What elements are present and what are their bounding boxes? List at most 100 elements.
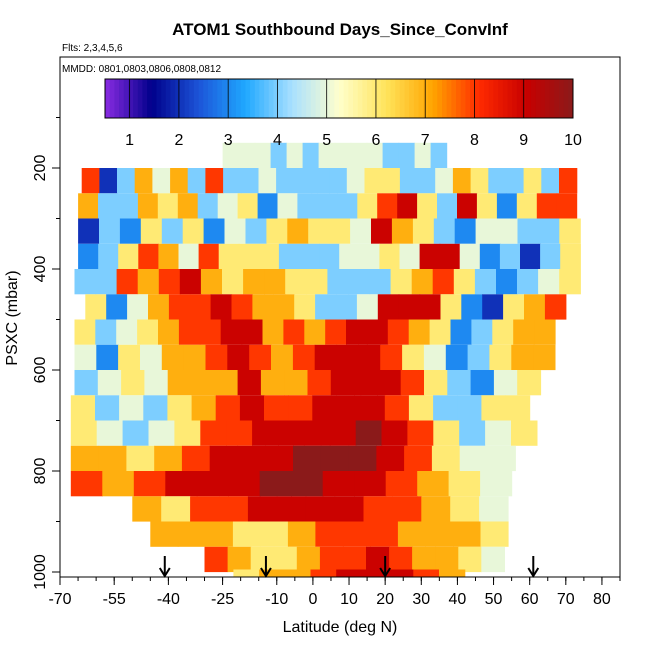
heat-cell [412, 546, 436, 573]
heat-cell [417, 193, 438, 219]
heat-cell [387, 569, 414, 577]
colorbar-segment [208, 79, 214, 118]
heat-cell [389, 546, 413, 573]
heat-cell [305, 496, 336, 522]
heat-cell [475, 218, 498, 244]
heat-cell [170, 168, 189, 194]
heat-cell [218, 243, 240, 270]
colorbar-segment [343, 79, 349, 118]
heat-cell [152, 168, 171, 194]
y-axis-title: PSXC (mbar) [4, 270, 21, 365]
heat-cell [398, 294, 421, 320]
heat-cell [453, 269, 476, 295]
colorbar-segment [371, 79, 377, 118]
colorbar: 1 2 3 4 5 6 7 8 9 10 [104, 78, 582, 149]
heat-cell [350, 218, 372, 244]
heat-cell [276, 168, 295, 194]
heat-cell [238, 142, 256, 169]
heat-cell [220, 319, 243, 345]
heat-cell [354, 370, 378, 396]
heat-cell [302, 142, 320, 169]
heat-cell [538, 218, 560, 244]
heat-cell [196, 471, 229, 497]
heat-cell [327, 269, 350, 295]
heat-cell [380, 344, 403, 371]
heat-cell [116, 269, 139, 295]
colorbar-segment [563, 79, 569, 118]
x-axis-title: Latitude (deg N) [283, 619, 398, 636]
heat-cell [407, 420, 434, 446]
heat-cell [511, 344, 534, 371]
heat-cell [266, 218, 288, 244]
colorbar-segment [512, 79, 518, 118]
colorbar-segment [147, 79, 153, 118]
colorbar-segment [540, 79, 546, 118]
heat-cell [95, 395, 120, 421]
colorbar-segment [329, 79, 335, 118]
heat-cell [476, 193, 498, 219]
colorbar-segment [170, 79, 176, 118]
heat-cell [161, 218, 184, 244]
heat-cell [74, 344, 97, 371]
colorbar-segment [404, 79, 410, 118]
heat-cell [118, 344, 141, 371]
heat-cell [533, 344, 556, 371]
heat-cell [534, 319, 556, 345]
heat-cell [376, 445, 405, 472]
heat-cell [470, 370, 495, 396]
heat-cell [122, 420, 150, 446]
flights-label: Flts: 2,3,4,5,6 [62, 43, 123, 54]
heat-cell [177, 521, 206, 547]
heat-cell [168, 294, 191, 320]
colorbar-tick-label: 8 [470, 132, 479, 149]
heat-cell [210, 294, 233, 320]
heat-cell [319, 243, 340, 270]
heat-cell [560, 243, 581, 270]
heat-cell [541, 168, 560, 194]
heat-cell [445, 344, 469, 371]
heat-cell [222, 142, 240, 169]
heat-cell [200, 420, 227, 446]
heat-cell [360, 395, 386, 421]
heat-cell [150, 521, 179, 547]
heat-cell [237, 445, 266, 472]
heat-cell [399, 243, 421, 270]
heat-cell [524, 294, 546, 320]
heat-cell [414, 142, 432, 169]
x-tick-label: 70 [557, 591, 575, 608]
heat-cell [424, 370, 448, 396]
latitude-marker-arrowhead [527, 567, 540, 578]
heat-cell [161, 344, 185, 371]
heat-cell [397, 193, 418, 219]
heat-cell [516, 193, 538, 219]
colorbar-segment [137, 79, 143, 118]
colorbar-segment [516, 79, 522, 118]
heat-cell [241, 319, 264, 345]
heat-cell [203, 218, 226, 244]
heat-cell [78, 218, 100, 244]
heat-cell [377, 294, 400, 320]
axes: -70 -55 -40 -25 -10 0 10 20 30 40 50 60 70 80 200 400 60… [32, 117, 621, 608]
heat-cell [96, 344, 119, 371]
heat-cell [161, 496, 191, 522]
heat-cell [417, 471, 450, 497]
colorbar-segment [189, 79, 195, 118]
heat-cell [98, 193, 119, 219]
heat-cell [336, 569, 363, 577]
x-tick-label: 0 [308, 591, 317, 608]
colorbar-segment [442, 79, 448, 118]
latitude-markers [158, 556, 540, 578]
heat-cell [250, 546, 275, 573]
heat-cell [249, 344, 272, 371]
heat-cell [247, 496, 278, 522]
heat-cell [189, 294, 212, 320]
colorbar-segment [320, 79, 326, 118]
heat-cell [245, 218, 267, 244]
heat-cell [348, 445, 377, 472]
heat-cell [482, 294, 504, 320]
heat-cell [391, 218, 414, 244]
heat-cell [461, 294, 483, 320]
heat-cell [318, 142, 336, 169]
heat-cell [252, 294, 274, 320]
colorbar-tick-label: 7 [421, 132, 430, 149]
